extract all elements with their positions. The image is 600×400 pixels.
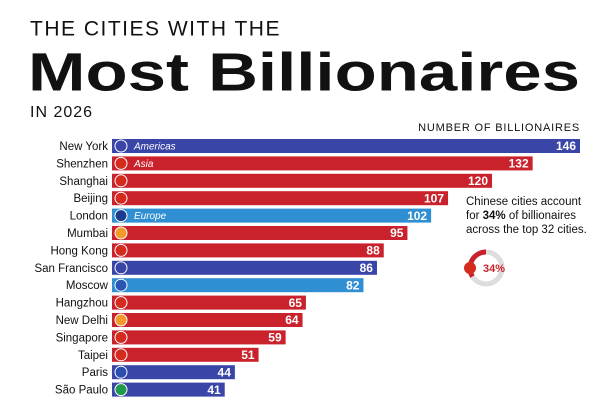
- value-label: 51: [241, 348, 255, 362]
- region-label: Asia: [133, 159, 154, 170]
- value-label: 41: [207, 383, 221, 397]
- annotation-part: 34%: [483, 210, 506, 222]
- value-label: 86: [360, 261, 374, 275]
- category-label: San Francisco: [34, 263, 108, 275]
- category-label: Hangzhou: [56, 298, 108, 310]
- annotation-part: across the top 32 cities.: [466, 224, 587, 236]
- category-label: Shanghai: [59, 176, 108, 188]
- value-label: 64: [285, 313, 299, 327]
- bar: [112, 295, 306, 310]
- category-label: Paris: [82, 367, 108, 379]
- annotation: Chinese cities account for 34% of billion…: [464, 196, 587, 287]
- flag: [114, 174, 128, 188]
- value-label: 120: [468, 174, 488, 188]
- flag: [114, 383, 128, 397]
- bar: [112, 260, 377, 275]
- flag: [114, 156, 128, 170]
- category-label: São Paulo: [55, 385, 108, 397]
- bar: [112, 347, 259, 362]
- flag: [114, 226, 128, 240]
- annotation-text: across the top 32 cities.: [466, 224, 587, 236]
- annotation-part: for: [466, 210, 483, 222]
- flag: [114, 348, 128, 362]
- bar: [112, 278, 364, 293]
- bar: [112, 313, 303, 327]
- chart-title: Most Billionaires: [28, 42, 580, 102]
- flag: [464, 262, 476, 274]
- category-label: London: [70, 211, 108, 223]
- value-label: 88: [366, 244, 380, 258]
- bar: [112, 365, 235, 380]
- title-top: THE CITIES WITH THE: [30, 18, 281, 41]
- region-label: Americas: [133, 142, 176, 153]
- bar: [112, 156, 533, 171]
- bar: [112, 330, 286, 345]
- value-label: 59: [268, 331, 282, 345]
- category-label: New York: [59, 141, 108, 153]
- flag: [114, 261, 128, 275]
- subtitle: IN 2026: [30, 104, 93, 121]
- value-label: 65: [289, 296, 303, 310]
- flag: [114, 191, 128, 205]
- annotation-part: of billionaires: [506, 210, 577, 222]
- category-label: Mumbai: [67, 228, 108, 240]
- value-label: 146: [556, 139, 576, 153]
- flag: [114, 365, 128, 379]
- flag: [114, 296, 128, 310]
- category-label: Taipei: [78, 350, 108, 362]
- flag: [114, 139, 128, 153]
- flag: [114, 278, 128, 292]
- flag: [114, 330, 128, 344]
- category-label: Moscow: [66, 280, 109, 292]
- bar: [112, 191, 449, 206]
- bar: [112, 226, 408, 240]
- bar: [112, 173, 493, 188]
- bar: [112, 139, 580, 153]
- bar: [112, 382, 225, 397]
- category-label: Beijing: [73, 193, 108, 205]
- category-label: Shenzhen: [56, 158, 108, 170]
- category-label: New Delhi: [56, 315, 108, 327]
- donut-label: 34%: [483, 263, 505, 275]
- flag: [114, 209, 128, 223]
- axis-label: NUMBER OF BILLIONAIRES: [418, 122, 580, 134]
- annotation-part: Chinese cities account: [466, 196, 582, 208]
- annotation-text: Chinese cities account: [466, 196, 582, 208]
- value-label: 102: [407, 209, 427, 223]
- value-label: 95: [390, 226, 404, 240]
- bar: [112, 208, 432, 223]
- category-label: Hong Kong: [50, 245, 108, 257]
- flag: [114, 243, 128, 257]
- region-label: Europe: [134, 211, 167, 222]
- category-label: Singapore: [56, 332, 108, 344]
- value-label: 82: [346, 278, 360, 292]
- value-label: 44: [218, 365, 232, 379]
- flag: [114, 313, 128, 327]
- bar: [112, 243, 384, 258]
- value-label: 107: [424, 191, 444, 205]
- annotation-text: for 34% of billionaires: [466, 210, 576, 222]
- value-label: 132: [509, 157, 529, 171]
